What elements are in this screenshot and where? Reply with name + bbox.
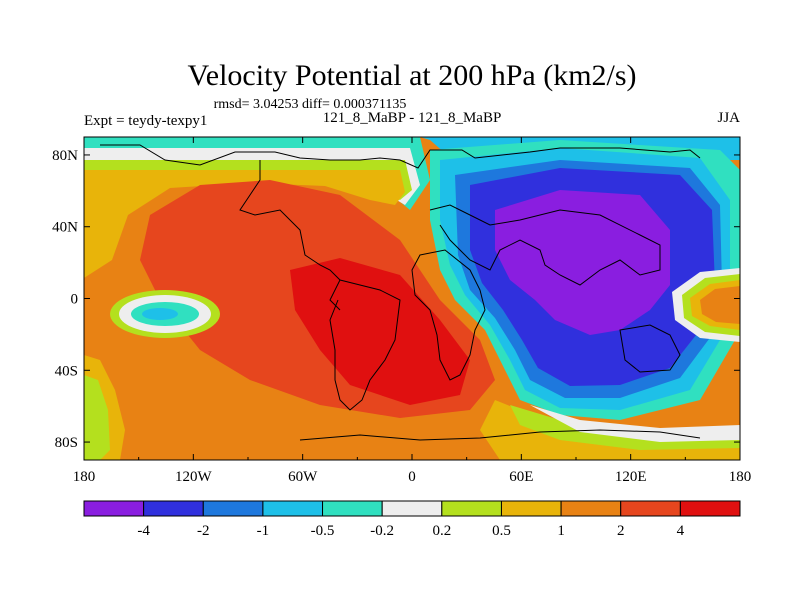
colorbar-label: -2: [197, 523, 210, 539]
y-tick-label: 0: [71, 292, 79, 308]
y-axis: 80N 40N 0 40S 80S: [52, 148, 740, 451]
x-tick-label: 120W: [175, 469, 213, 485]
y-tick-label: 40S: [55, 363, 78, 379]
colorbar-label: 0.5: [492, 523, 511, 539]
colorbar-label: 1: [557, 523, 565, 539]
negative-region-core: [495, 190, 670, 335]
left-string: Expt = teydy-texpy1: [84, 113, 207, 129]
x-tick-label: 60W: [288, 469, 318, 485]
chart-subtitle: rmsd= 3.04253 diff= 0.000371135: [214, 97, 407, 112]
x-tick-label: 180: [729, 469, 752, 485]
y-tick-label: 40N: [52, 220, 78, 236]
x-axis: 180 120W 60W 0 60E 120E 180: [73, 137, 752, 485]
colorbar-swatch: [322, 500, 383, 517]
east-pacific-orange: [700, 286, 740, 324]
x-tick-label: 0: [408, 469, 416, 485]
y-tick-label: 80N: [52, 148, 78, 164]
colorbar-swatch: [262, 500, 324, 517]
contour-field: [84, 137, 740, 460]
colorbar-label: -0.2: [370, 523, 394, 539]
west-pacific-ellipse-cyan: [142, 308, 178, 320]
center-string: 121_8_MaBP - 121_8_MaBP: [323, 110, 502, 126]
y-tick-label: 80S: [55, 435, 78, 451]
colorbar-label: -4: [137, 523, 150, 539]
colorbar-swatch: [620, 500, 681, 517]
coastline-africa: [411, 249, 486, 381]
coastlines: [100, 144, 701, 441]
colorbar-swatch: [500, 500, 562, 517]
colorbar-swatch: [679, 500, 741, 517]
colorbar-label: -1: [257, 523, 270, 539]
colorbar-swatch: [441, 500, 502, 517]
chart-title: Velocity Potential at 200 hPa (km2/s): [187, 59, 636, 92]
south-band-white: [530, 405, 740, 442]
coastline-south-america: [329, 279, 401, 411]
positive-region-core: [290, 258, 470, 405]
x-tick-label: 60E: [509, 469, 533, 485]
colorbar-label: -0.5: [311, 523, 335, 539]
right-string: JJA: [717, 110, 740, 126]
coastline-europe-asia: [429, 204, 661, 286]
colorbar-swatch: [202, 500, 264, 517]
x-tick-label: 120E: [615, 469, 647, 485]
colorbar-swatch: [560, 500, 622, 517]
south-west-green: [84, 375, 110, 460]
coastline-antarctica: [299, 429, 701, 441]
colorbar-label: 2: [617, 523, 625, 539]
colorbar-swatch: [381, 500, 443, 517]
colorbar-swatch: [83, 500, 145, 517]
colorbar-label: 0.2: [432, 523, 451, 539]
colorbar: -4 -2 -1 -0.5 -0.2 0.2 0.5 1 2 4: [83, 500, 741, 539]
colorbar-label: 4: [677, 523, 685, 539]
north-arc-white: [84, 148, 420, 262]
coastline-australia: [619, 324, 681, 373]
colorbar-swatch: [143, 500, 204, 517]
x-tick-label: 180: [73, 469, 96, 485]
north-arc-yellow: [84, 170, 405, 278]
